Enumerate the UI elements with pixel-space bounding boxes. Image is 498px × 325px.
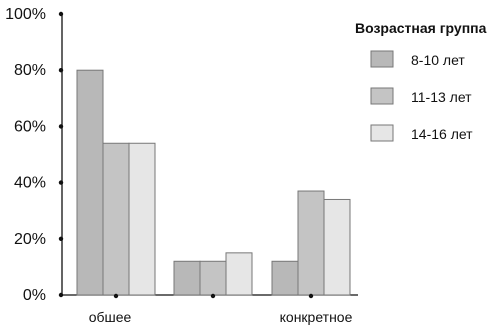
legend-title: Возрастная группа — [355, 20, 487, 36]
y-tick-mark — [58, 236, 64, 241]
y-tick-label: 100% — [5, 6, 46, 23]
legend-swatch — [370, 124, 394, 142]
bar — [173, 260, 201, 296]
bar — [128, 142, 156, 296]
x-category-label: обшее — [89, 309, 132, 325]
y-tick-label: 80% — [14, 62, 46, 79]
x-category-label: конкретное — [280, 309, 353, 325]
legend-item-label: 11-13 лет — [411, 89, 472, 105]
bar — [271, 260, 299, 296]
x-tick-mark — [113, 293, 119, 299]
y-tick-mark — [58, 124, 64, 129]
y-tick-label: 20% — [14, 231, 46, 248]
bar — [225, 252, 253, 296]
x-tick-mark — [308, 293, 314, 299]
legend-swatch — [370, 50, 394, 68]
x-tick-mark — [210, 293, 216, 299]
y-tick-mark — [58, 68, 64, 73]
bar — [297, 190, 325, 296]
bar — [323, 198, 351, 296]
y-tick-label: 60% — [14, 118, 46, 135]
y-tick-mark — [58, 292, 64, 298]
bar — [76, 69, 104, 296]
bar — [102, 142, 130, 296]
y-tick-label: 0% — [23, 287, 46, 304]
y-tick-label: 40% — [14, 175, 46, 192]
bar — [199, 260, 227, 296]
legend-item-label: 14-16 лет — [411, 126, 473, 142]
y-tick-mark — [58, 11, 64, 17]
legend-item-label: 8-10 лет — [411, 52, 465, 68]
legend-swatch — [370, 87, 394, 105]
y-tick-mark — [58, 180, 64, 185]
